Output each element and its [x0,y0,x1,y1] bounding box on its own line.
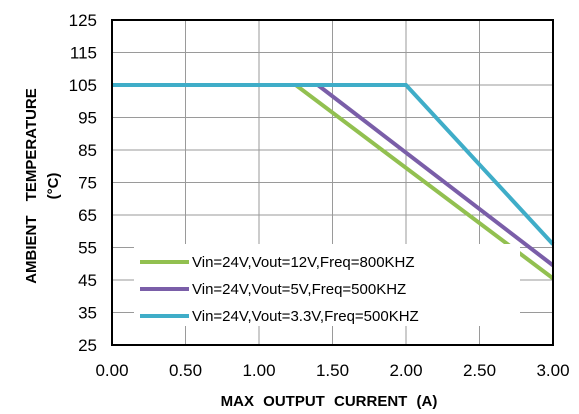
x-tick-label-0: 0.00 [95,361,128,380]
legend-label-3: Vin=24V,Vout=3.3V,Freq=500KHZ [192,308,419,325]
y-axis-title-line2: (°C) [45,173,62,200]
legend-label-1: Vin=24V,Vout=12V,Freq=800KHZ [192,254,415,271]
x-axis-title: MAX OUTPUT CURRENT (A) [221,393,438,410]
y-axis-title-line1: AMBIENT TEMPERATURE [23,88,40,284]
plot-border [111,19,554,346]
y-tick-label-8: 105 [69,76,97,95]
legend: Vin=24V,Vout=12V,Freq=800KHZ Vin=24V,Vout… [134,244,520,326]
y-tick-label-0: 25 [78,336,97,355]
y-tick-label-6: 85 [78,141,97,160]
y-tick-label-1: 35 [78,304,97,323]
series-lines [112,83,555,280]
x-tick-label-4: 2.00 [389,361,422,380]
y-tick-label-10: 125 [69,11,97,30]
y-tick-label-3: 55 [78,239,97,258]
series-line-3 [112,83,555,246]
legend-label-2: Vin=24V,Vout=5V,Freq=500KHZ [192,281,406,298]
y-tick-label-2: 45 [78,271,97,290]
y-tick-label-4: 65 [78,206,97,225]
y-axis-ticks: 25 35 45 55 65 75 85 95 105 115 125 [69,11,97,355]
legend-background [134,244,520,326]
x-tick-label-6: 3.00 [536,361,569,380]
plot-frame [111,19,554,346]
x-axis-ticks: 0.00 0.50 1.00 1.50 2.00 2.50 3.00 [95,361,569,380]
x-tick-label-1: 0.50 [169,361,202,380]
x-tick-label-5: 2.50 [463,361,496,380]
y-tick-label-5: 75 [78,174,97,193]
y-tick-label-9: 115 [70,44,97,63]
x-tick-label-2: 1.00 [242,361,275,380]
x-tick-label-3: 1.50 [316,361,349,380]
y-tick-label-7: 95 [78,109,97,128]
